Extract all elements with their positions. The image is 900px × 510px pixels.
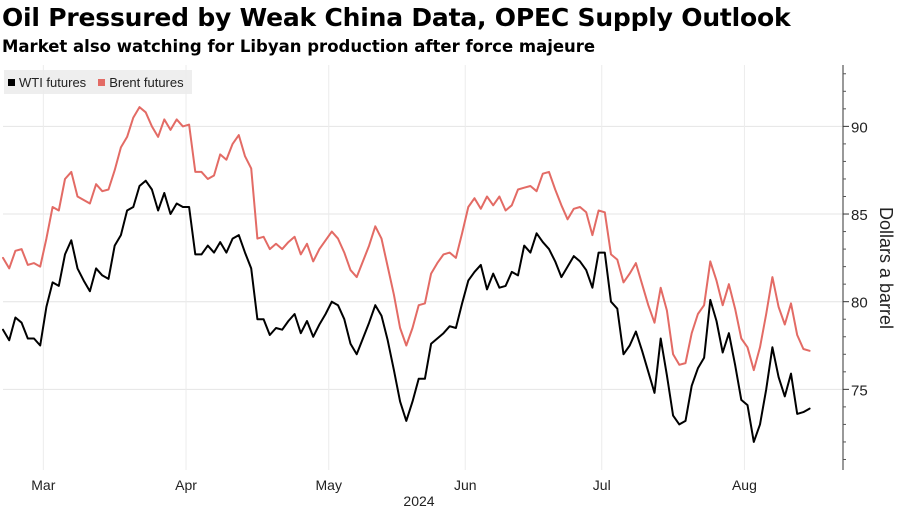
year-label: 2024: [403, 493, 434, 509]
legend-label-wti: WTI futures: [19, 74, 87, 90]
legend-item-wti: WTI futures: [8, 75, 86, 90]
chart-subtitle: Market also watching for Libyan producti…: [2, 37, 596, 56]
series-line-wti: [2, 179, 811, 443]
legend-swatch-wti: [8, 78, 15, 86]
series-lines: [2, 106, 811, 443]
x-axis-ticks: Mar Apr May Jun Jul Aug: [31, 477, 757, 493]
y-axis-ticks: 75 80 85 90: [843, 73, 868, 460]
x-tick-label: May: [316, 477, 342, 493]
x-tick-label: Aug: [732, 477, 757, 493]
gridlines: [3, 65, 843, 470]
y-tick-label: 85: [851, 207, 868, 224]
y-tick-label: 75: [851, 382, 868, 399]
y-tick-label: 80: [851, 295, 868, 312]
x-tick-label: Mar: [31, 477, 55, 493]
chart-title: Oil Pressured by Weak China Data, OPEC S…: [2, 3, 791, 32]
y-axis-title: Dollars a barrel: [876, 207, 896, 329]
legend-swatch-brent: [98, 78, 106, 86]
series-line-brent: [2, 106, 811, 372]
x-tick-label: Apr: [175, 477, 197, 493]
x-tick-label: Jun: [454, 477, 477, 493]
x-tick-label: Jul: [593, 477, 611, 493]
legend: WTI futures Brent futures: [4, 70, 192, 94]
y-tick-label: 90: [851, 119, 868, 136]
legend-item-brent: Brent futures: [98, 74, 184, 90]
legend-label-brent: Brent futures: [109, 74, 184, 90]
